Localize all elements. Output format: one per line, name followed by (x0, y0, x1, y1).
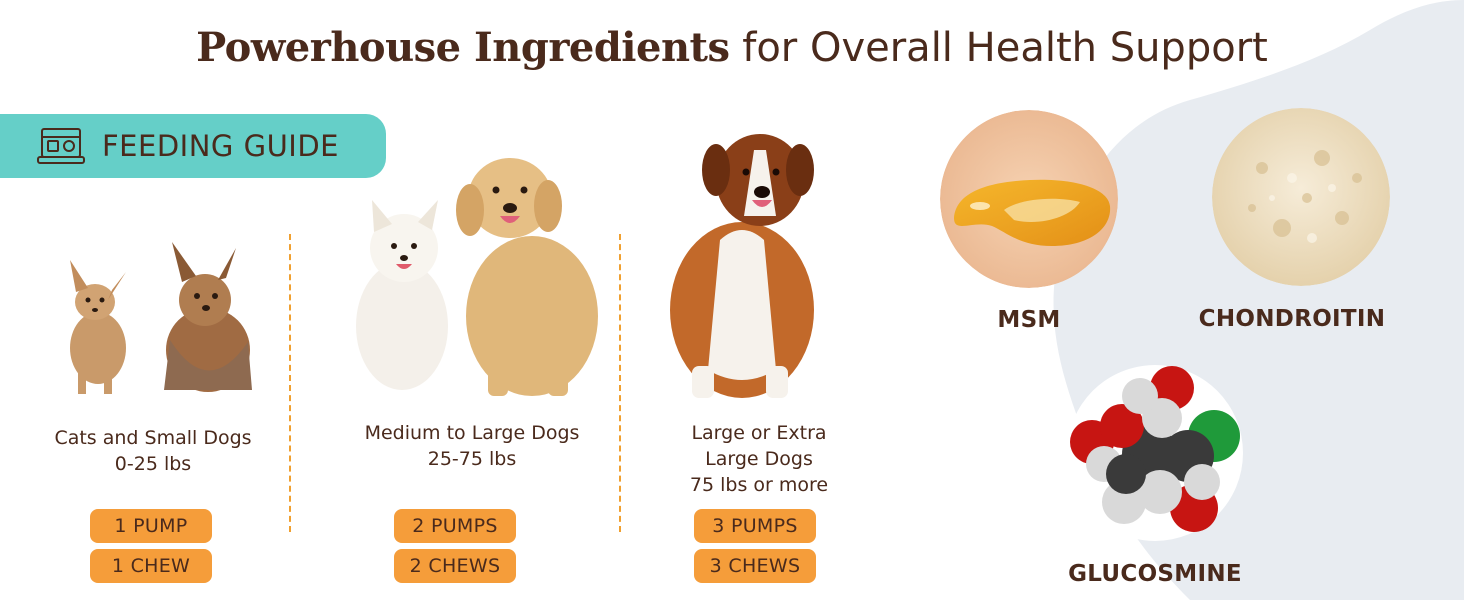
column-label-line: 25-75 lbs (427, 448, 517, 470)
yorkie-icon (164, 242, 252, 392)
spitz-icon (356, 200, 448, 390)
page-title: Powerhouse Ingredients for Overall Healt… (0, 20, 1464, 76)
column-label-line: 0-25 lbs (114, 453, 192, 475)
dosage-pump-large: 3 PUMPS (694, 509, 816, 543)
glucosamine-molecule-image (1067, 365, 1243, 541)
dosage-chew-medium: 2 CHEWS (394, 549, 516, 583)
feeding-guide-label: FEEDING GUIDE (102, 129, 339, 163)
column-divider-2 (619, 234, 621, 532)
dosage-pump-small: 1 PUMP (90, 509, 212, 543)
golden-retriever-icon (456, 158, 598, 396)
title-light: for Overall Health Support (742, 25, 1268, 71)
large-dog-illustration (670, 134, 814, 398)
medium-dogs-illustration (356, 158, 598, 396)
title-bold: Powerhouse Ingredients (196, 24, 730, 71)
chihuahua-icon (70, 260, 126, 394)
column-label-small: Cats and Small Dogs 0-25 lbs (30, 425, 276, 477)
dosage-pump-medium: 2 PUMPS (394, 509, 516, 543)
column-label-line: Medium to Large Dogs (364, 422, 580, 444)
dosage-chew-large: 3 CHEWS (694, 549, 816, 583)
ingredient-label-chondroitin: CHONDROITIN (1198, 306, 1386, 332)
small-dogs-illustration (70, 242, 252, 394)
column-label-line: Large Dogs (705, 448, 813, 470)
feeding-bowl-icon (37, 128, 85, 164)
column-label-medium: Medium to Large Dogs 25-75 lbs (334, 420, 610, 472)
dosage-chew-small: 1 CHEW (90, 549, 212, 583)
column-label-line: Large or Extra (691, 422, 827, 444)
msm-image (940, 110, 1118, 288)
column-label-line: Cats and Small Dogs (54, 427, 252, 449)
column-divider-1 (289, 234, 291, 532)
saint-bernard-icon (670, 134, 814, 398)
ingredient-label-glucosmine: GLUCOSMINE (1068, 561, 1242, 587)
column-label-line: 75 lbs or more (689, 474, 829, 496)
chondroitin-image (1212, 108, 1390, 286)
column-label-large: Large or Extra Large Dogs 75 lbs or more (650, 420, 868, 498)
ingredient-label-msm: MSM (997, 307, 1061, 333)
feeding-guide-badge: FEEDING GUIDE (0, 114, 386, 178)
